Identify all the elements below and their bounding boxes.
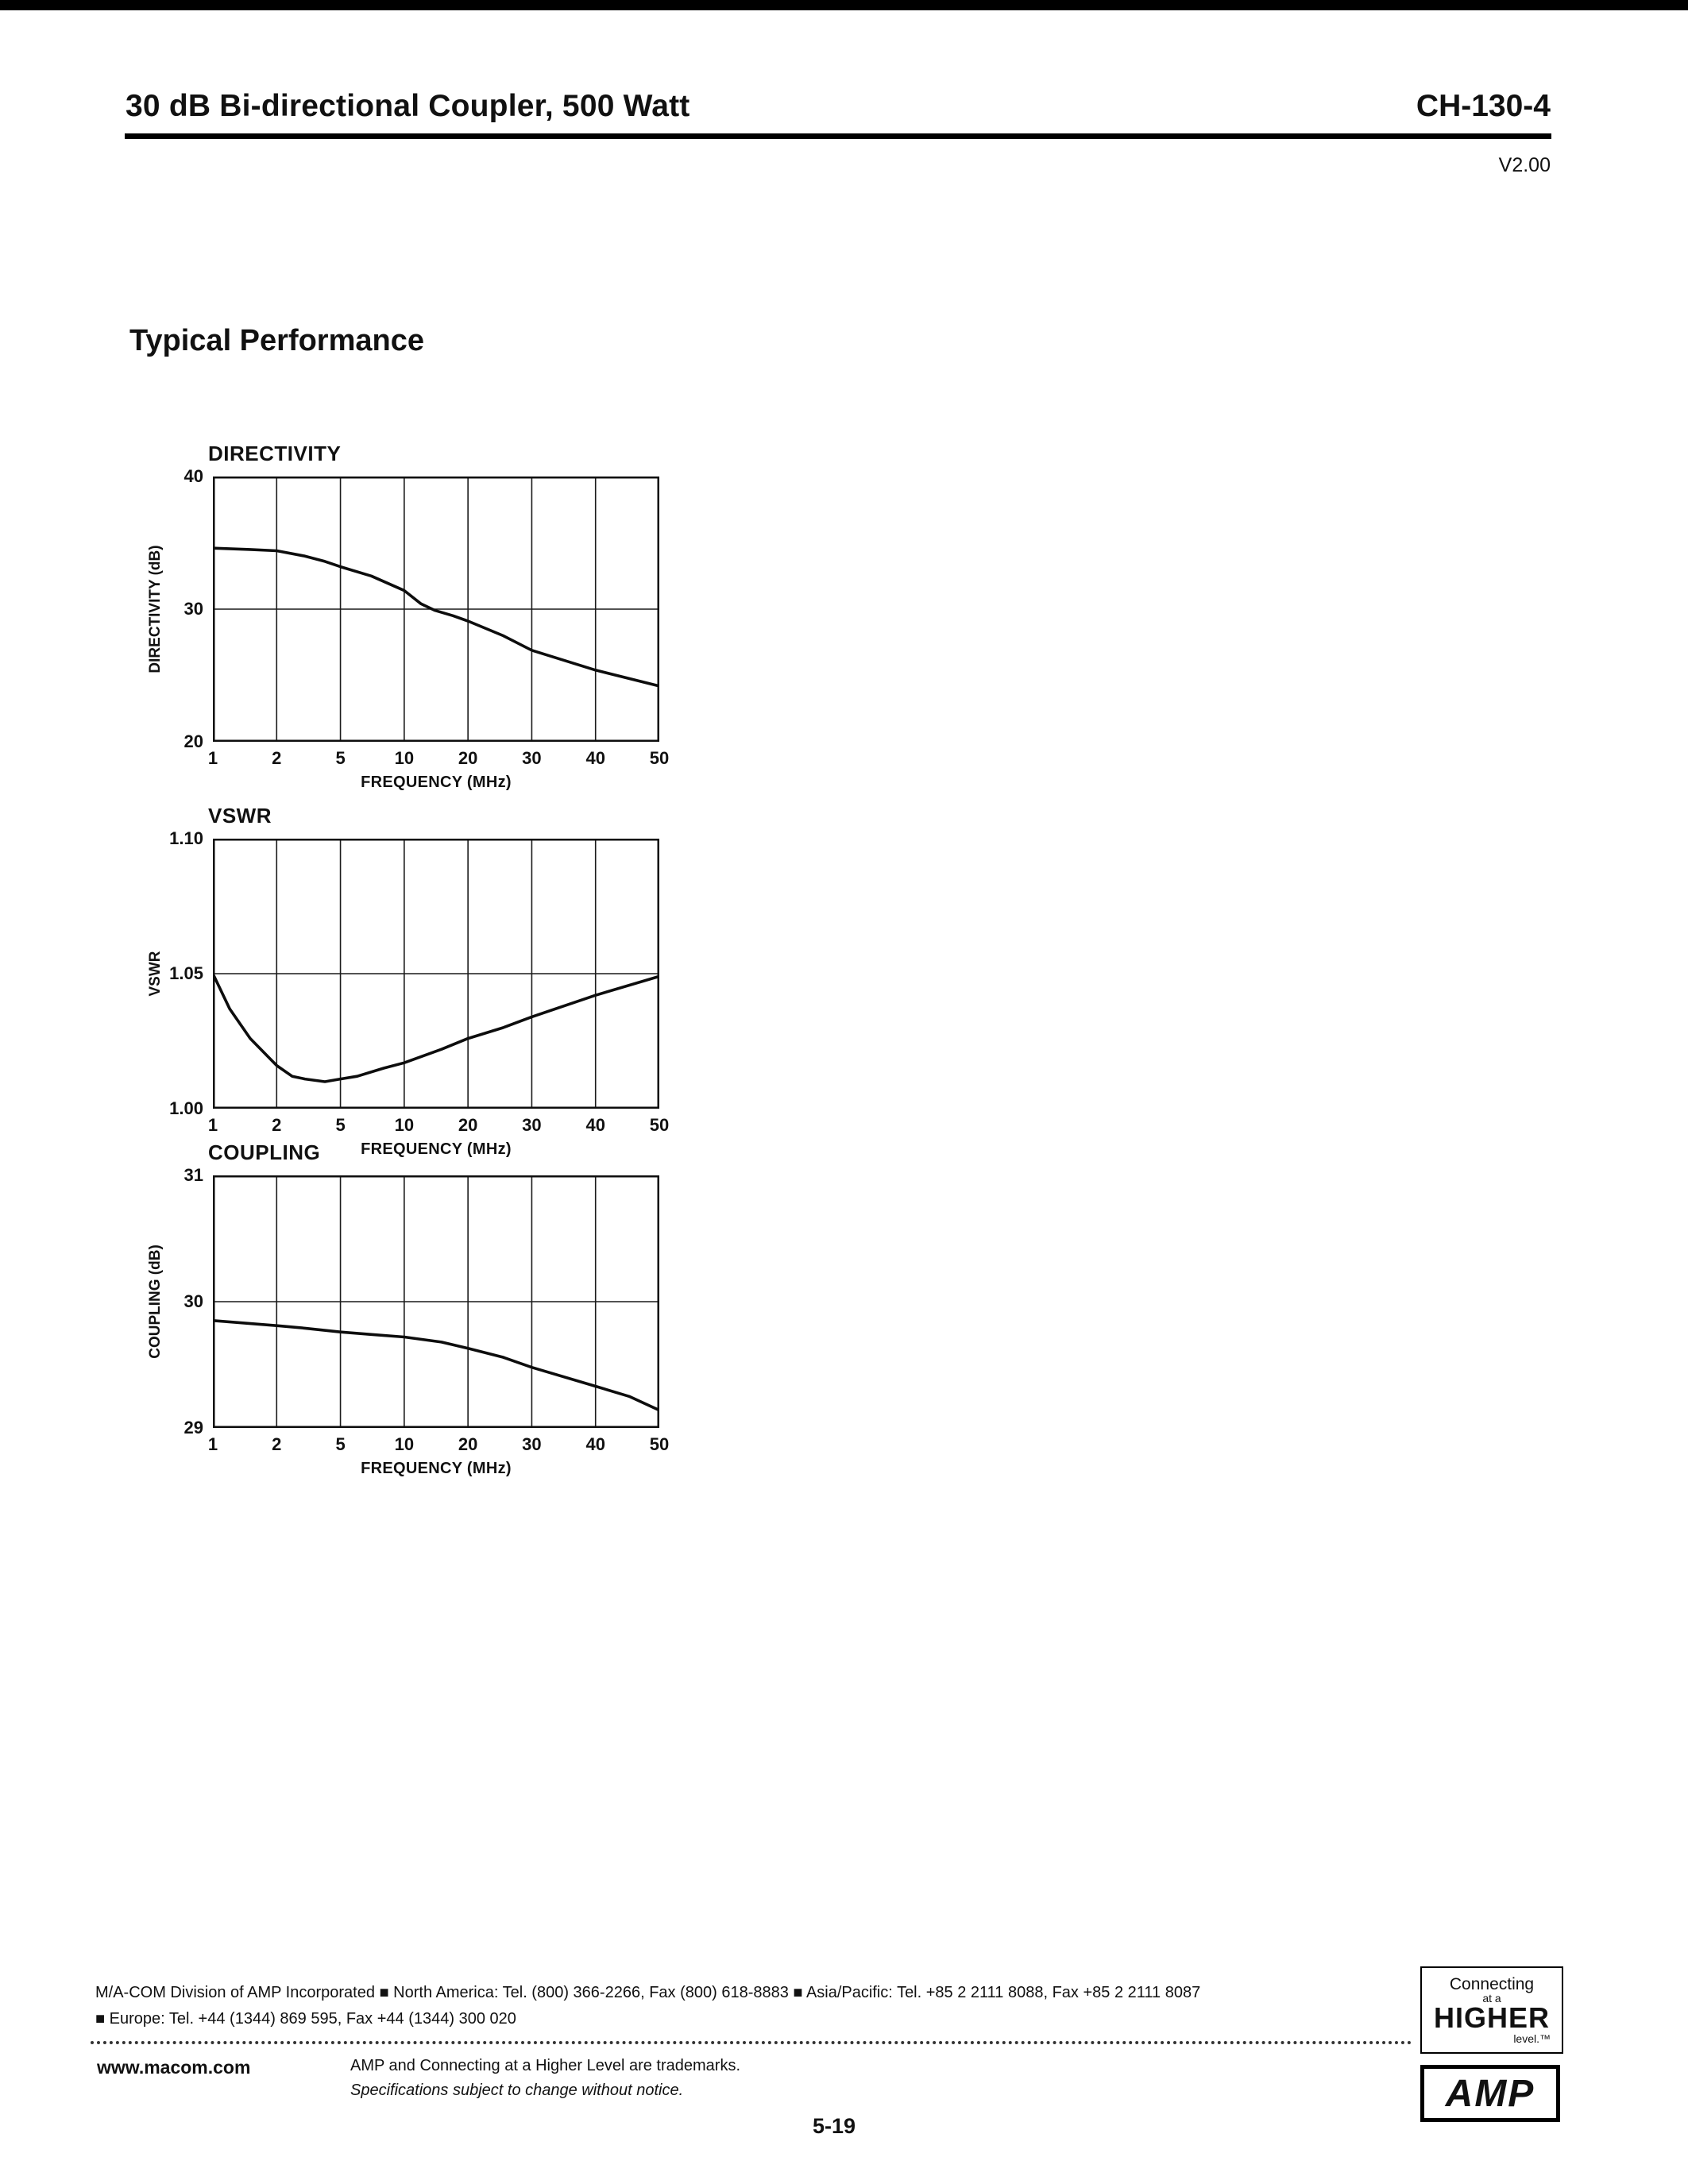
logo-text: HIGHER: [1433, 2001, 1550, 2035]
specification-notice: Specifications subject to change without…: [350, 2082, 684, 2099]
x-tick-label: 5: [335, 1434, 346, 1454]
logo-text: level.™: [1513, 2032, 1551, 2046]
x-tick-label: 5: [335, 1115, 346, 1135]
x-tick-label: 40: [585, 1115, 605, 1135]
x-tick-label: 30: [522, 1434, 542, 1454]
x-axis-ticks: 1 2 5 10 20 30 40 50: [208, 748, 669, 772]
y-tick-label: 20: [183, 731, 203, 751]
chart-title: VSWR: [208, 804, 272, 828]
x-tick-label: 1: [207, 1434, 218, 1454]
chart-canvas: [211, 477, 661, 742]
website-link[interactable]: www.macom.com: [97, 2057, 251, 2078]
page-title: 30 dB Bi-directional Coupler, 500 Watt: [126, 89, 690, 123]
part-number: CH-130-4: [1416, 89, 1551, 123]
x-tick-label: 5: [335, 748, 346, 768]
y-tick-label: 40: [183, 466, 203, 486]
plot-area: [211, 1175, 661, 1428]
page-top-border: [0, 0, 1688, 10]
y-tick-label: 31: [183, 1165, 203, 1185]
y-axis-ticks: 31 30 29: [136, 1165, 203, 1437]
x-tick-label: 30: [522, 1115, 542, 1135]
x-tick-label: 10: [394, 1434, 415, 1454]
x-axis-label: FREQUENCY (MHz): [361, 774, 512, 791]
chart-title: COUPLING: [208, 1140, 321, 1164]
x-tick-label: 2: [272, 1115, 282, 1135]
x-tick-label: 20: [458, 748, 478, 768]
x-tick-label: 50: [649, 1434, 670, 1454]
footer-dotted-divider: [91, 2041, 1412, 2044]
x-tick-label: 1: [207, 1115, 218, 1135]
y-axis-ticks: 1.10 1.05 1.00: [136, 828, 203, 1118]
x-tick-label: 30: [522, 748, 542, 768]
version-label: V2.00: [1498, 154, 1551, 176]
y-tick-label: 29: [183, 1418, 203, 1437]
x-tick-label: 2: [272, 748, 282, 768]
coupling-chart: COUPLING COUPLING (dB) 31 30 29 1 2 5 10 20 30 4…: [147, 1140, 669, 1477]
footer-contact-line-2: ■ Europe: Tel. +44 (1344) 869 595, Fax +…: [95, 2010, 516, 2028]
x-tick-label: 20: [458, 1115, 478, 1135]
x-tick-label: 10: [394, 1115, 415, 1135]
trademark-note: AMP and Connecting at a Higher Level are…: [350, 2057, 741, 2074]
chart-canvas: [211, 839, 661, 1109]
footer-contact-line-1: M/A-COM Division of AMP Incorporated ■ N…: [95, 1984, 1201, 2001]
chart-canvas: [211, 1175, 661, 1428]
logo-text: at a: [1482, 1992, 1501, 2005]
y-tick-label: 1.10: [169, 828, 203, 848]
page-number: 5-19: [812, 2114, 856, 2138]
x-tick-label: 2: [272, 1434, 282, 1454]
logo-text: Connecting: [1449, 1974, 1535, 1993]
x-tick-label: 50: [649, 748, 670, 768]
y-tick-label: 1.00: [169, 1098, 203, 1118]
x-axis-ticks: 1 2 5 10 20 30 40 50: [208, 1115, 669, 1139]
x-tick-label: 40: [585, 748, 605, 768]
x-tick-label: 10: [394, 748, 415, 768]
y-tick-label: 30: [183, 599, 203, 619]
x-tick-label: 50: [649, 1115, 670, 1135]
connecting-higher-level-logo: Connecting at a HIGHER level.™: [1420, 1966, 1563, 2054]
x-axis-ticks: 1 2 5 10 20 30 40 50: [208, 1434, 669, 1458]
x-axis-label: FREQUENCY (MHz): [361, 1460, 512, 1477]
section-title: Typical Performance: [129, 324, 425, 357]
vswr-chart: VSWR VSWR 1.10 1.05 1.00 1 2 5 10 20 30 40 50 FRE…: [147, 804, 669, 1158]
x-axis-label: FREQUENCY (MHz): [361, 1140, 512, 1158]
y-tick-label: 30: [183, 1291, 203, 1311]
plot-area: [211, 839, 661, 1109]
y-axis-ticks: 40 30 20: [136, 466, 203, 751]
x-tick-label: 20: [458, 1434, 478, 1454]
header-rule: [125, 133, 1551, 139]
x-tick-label: 1: [207, 748, 218, 768]
amp-logo: AMP: [1420, 2065, 1560, 2122]
x-tick-label: 40: [585, 1434, 605, 1454]
plot-area: [211, 477, 661, 742]
y-tick-label: 1.05: [169, 963, 203, 983]
chart-title: DIRECTIVITY: [208, 442, 342, 465]
